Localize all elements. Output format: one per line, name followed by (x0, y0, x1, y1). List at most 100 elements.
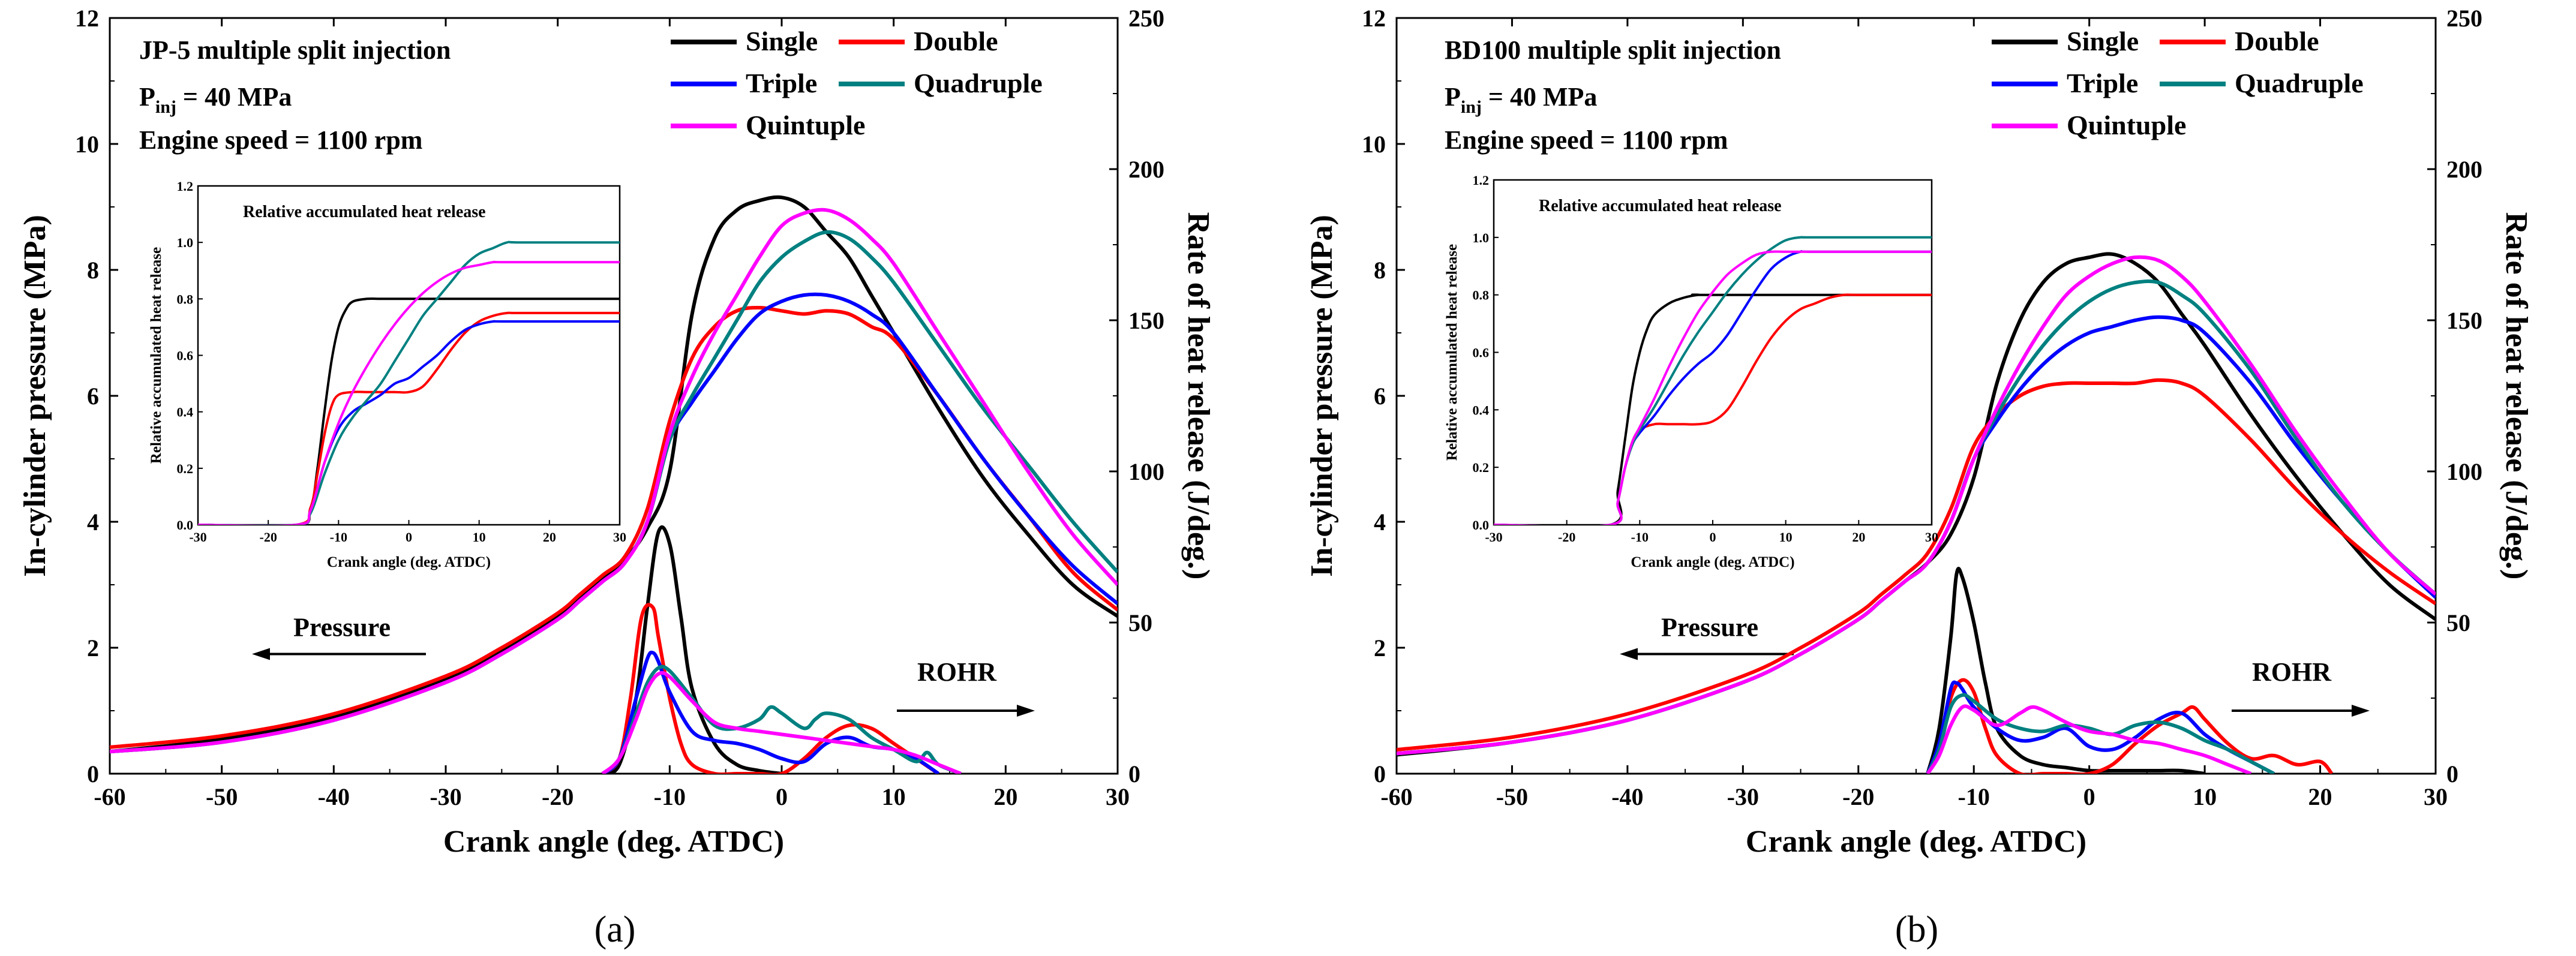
pressure-line-single (110, 195, 1118, 754)
y-right-tick-label: 0 (2446, 760, 2458, 787)
rohr-line-double (601, 603, 939, 774)
y-right-tick-label: 50 (1128, 609, 1152, 636)
chart-panel-b: -60 -50 -40 -30 -20 -10 0 10 20 30024681012050100… (1305, 5, 2533, 950)
inset-y-axis-label: Relative accumulated heat release (1444, 244, 1460, 461)
y-left-tick-label: 10 (75, 131, 99, 158)
inset-y-tick-label: 0.8 (1473, 288, 1490, 303)
inset-y-tick-label: 0.0 (177, 518, 194, 533)
inset-line-quadruple (198, 240, 620, 525)
x-tick-label: -10 (654, 783, 686, 810)
legend-label-quintuple: Quintuple (2067, 110, 2186, 140)
chart-panel-a: -60 -50 -40 -30 -20 -10 0 10 20 30024681012050100… (18, 5, 1215, 950)
y-left-tick-label: 12 (1362, 5, 1386, 32)
inset-x-axis-label: Crank angle (deg. ATDC) (1631, 554, 1794, 570)
y-right-axis-label: Rate of heat release (J/deg.) (2499, 212, 2533, 580)
y-right-axis-label: Rate of heat release (J/deg.) (1181, 212, 1215, 580)
y-right-tick-label: 0 (1128, 760, 1140, 787)
x-tick-label: -30 (430, 783, 461, 810)
inset-y-tick-label: 1.0 (177, 235, 194, 250)
rohr-line-quadruple (601, 665, 962, 774)
inset-x-tick-label: 10 (473, 530, 486, 545)
y-right-tick-label: 200 (1128, 156, 1164, 183)
legend-label-triple: Triple (2067, 68, 2138, 98)
inset-title: Relative accumulated heat release (1539, 197, 1782, 215)
inset-x-tick-label: -20 (1558, 530, 1575, 545)
rohr-line-triple (1926, 680, 2275, 774)
inset-x-tick-label: -10 (1631, 530, 1649, 545)
series-group (1397, 252, 2436, 774)
legend-label-double: Double (2235, 26, 2319, 56)
rohr-line-single (1926, 567, 2205, 774)
x-tick-label: -60 (94, 783, 125, 810)
legend-label-double: Double (914, 26, 998, 56)
y-left-tick-label: 12 (75, 5, 99, 32)
y-left-tick-label: 0 (87, 760, 99, 787)
y-left-tick-label: 4 (1374, 509, 1386, 536)
y-left-tick-label: 2 (1374, 635, 1386, 662)
injection-pressure-label: Pinj = 40 MPa (1445, 82, 1597, 117)
inset-chart: -30 -20 -10 0 10 20 30 0.0 0.2 0.4 0.6 0.8 1.0 1.2 Cra… (1444, 173, 1938, 570)
inset-x-tick-label: 20 (1852, 530, 1865, 545)
inset-y-tick-label: 0.6 (177, 348, 194, 363)
rohr-line-double (1926, 678, 2334, 774)
legend-label-quadruple: Quadruple (914, 68, 1043, 98)
inset-line-double (198, 311, 620, 525)
pressure-label: Pressure (1661, 613, 1758, 642)
inset-x-tick-label: 10 (1779, 530, 1793, 545)
legend-label-single: Single (746, 26, 818, 56)
pressure-arrow-head (252, 648, 270, 660)
inset-y-tick-label: 1.2 (177, 179, 194, 194)
y-right-tick-label: 100 (2446, 458, 2482, 485)
engine-speed-label: Engine speed = 1100 rpm (139, 125, 422, 155)
x-tick-label: 10 (882, 783, 906, 810)
rohr-arrow-head (2352, 705, 2370, 717)
inset-y-tick-label: 0.0 (1473, 518, 1490, 533)
rohr-line-quintuple (601, 671, 962, 774)
x-tick-label: 30 (2424, 783, 2448, 810)
y-right-tick-label: 250 (2446, 5, 2482, 32)
x-tick-label: -10 (1958, 783, 1990, 810)
inset-x-tick-label: 0 (1710, 530, 1716, 545)
y-right-tick-label: 50 (2446, 609, 2470, 636)
x-axis-label: Crank angle (deg. ATDC) (1746, 825, 2086, 859)
inset-y-tick-label: 0.2 (1473, 460, 1490, 475)
inset-y-tick-label: 0.6 (1473, 345, 1490, 360)
x-tick-label: -50 (1496, 783, 1528, 810)
inset-title: Relative accumulated heat release (243, 203, 486, 221)
x-tick-label: 0 (776, 783, 788, 810)
pressure-line-quintuple (110, 208, 1118, 754)
rohr-label: ROHR (917, 657, 997, 687)
x-tick-label: 10 (2193, 783, 2217, 810)
y-left-axis-label: In-cylinder pressure (MPa) (18, 215, 52, 577)
pressure-line-quintuple (1397, 255, 2436, 756)
pressure-label: Pressure (293, 613, 391, 642)
x-tick-label: -20 (542, 783, 574, 810)
series-group (110, 195, 1118, 774)
y-right-tick-label: 250 (1128, 5, 1164, 32)
inset-x-tick-label: -30 (189, 530, 206, 545)
y-left-tick-label: 2 (87, 635, 99, 662)
inset-line-quintuple (1494, 250, 1932, 525)
injection-pressure-label: Pinj = 40 MPa (139, 82, 292, 117)
x-tick-label: -40 (1611, 783, 1643, 810)
rohr-arrow-head (1017, 705, 1035, 717)
x-tick-label: -20 (1842, 783, 1874, 810)
inset-series-group (1494, 236, 1932, 525)
inset-line-single (1494, 293, 1932, 525)
panel-caption: (b) (1895, 909, 1938, 950)
x-tick-label: 20 (993, 783, 1017, 810)
inset-y-axis-label: Relative accumulated heat release (148, 247, 164, 464)
y-right-tick-label: 200 (2446, 156, 2482, 183)
x-tick-label: -60 (1380, 783, 1412, 810)
y-left-tick-label: 6 (1374, 383, 1386, 410)
x-tick-label: 0 (2083, 783, 2095, 810)
legend-label-single: Single (2067, 26, 2139, 56)
inset-x-tick-label: 30 (1925, 530, 1938, 545)
y-left-tick-label: 8 (1374, 257, 1386, 284)
rohr-label: ROHR (2252, 657, 2332, 687)
y-right-tick-label: 150 (2446, 307, 2482, 334)
y-left-tick-label: 6 (87, 383, 99, 410)
inset-y-tick-label: 0.8 (177, 291, 194, 306)
y-right-tick-label: 150 (1128, 307, 1164, 334)
inset-x-tick-label: 20 (543, 530, 556, 545)
